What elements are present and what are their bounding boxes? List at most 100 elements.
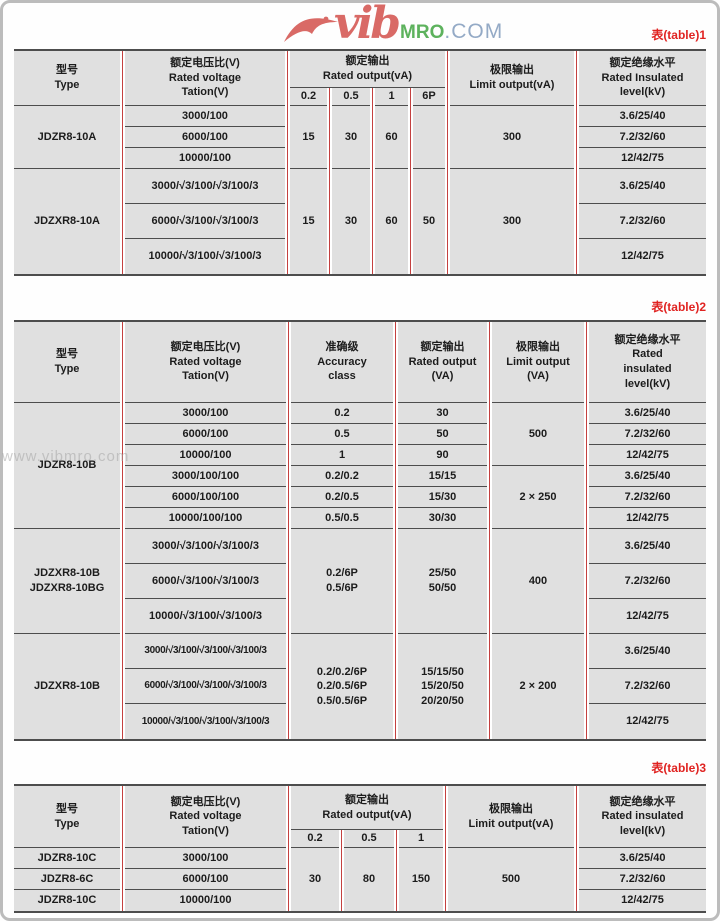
- logo-mro-text: MRO: [400, 22, 445, 43]
- table-cell: 3.6/25/40: [589, 529, 706, 564]
- column-separator-line: [120, 322, 125, 739]
- table-cell: 7.2/32/60: [589, 487, 706, 508]
- column-separator-line: [120, 51, 125, 274]
- type-cell: JDZXR8-10B JDZXR8-10BG: [14, 529, 120, 634]
- table-cell: 0.2/0.5: [291, 487, 393, 508]
- table-cell: 3000/√3/100/√3/100/√3/100/3: [125, 634, 286, 669]
- table-cell: 3.6/25/40: [589, 634, 706, 669]
- table-cell: 10000/√3/100/√3/100/3: [125, 239, 285, 274]
- type-cell: JDZR8-6C: [14, 869, 120, 890]
- column-separator-line: [574, 786, 579, 911]
- column-separator-line: [408, 51, 413, 274]
- table-cell: 3000/√3/100/√3/100/3: [125, 169, 285, 204]
- table-cell: 15/15/50 15/20/50 20/20/50: [398, 634, 487, 739]
- table-cell: 12/42/75: [589, 704, 706, 739]
- table-cell: 10000/100: [125, 445, 286, 466]
- column-separator-line: [445, 51, 450, 274]
- column-separator-line: [584, 322, 589, 739]
- logo-flourish-icon: [282, 12, 340, 51]
- col-header-output: 额定输出 Rated output(vA): [291, 786, 443, 830]
- type-cell: JDZXR8-10B: [14, 634, 120, 739]
- type-cell: JDZR8-10C: [14, 890, 120, 911]
- table2-caption: 表(table)2: [651, 300, 706, 314]
- table-cell: 15/15: [398, 466, 487, 487]
- side-watermark: www.vibmro.com: [2, 448, 130, 465]
- column-separator-line: [286, 322, 291, 739]
- table-cell: 400: [492, 529, 584, 634]
- table-cell: 7.2/32/60: [589, 424, 706, 445]
- table-cell: 0.2/6P 0.5/6P: [291, 529, 393, 634]
- table1-caption: 表(table)1: [651, 28, 706, 42]
- table-cell: 10000/100: [125, 890, 286, 911]
- col-header-output: 额定输出 Rated output (VA): [398, 322, 487, 403]
- table-cell: 30: [291, 848, 339, 911]
- table-cell: 6000/√3/100/√3/100/3: [125, 204, 285, 239]
- column-separator-line: [370, 51, 375, 274]
- table-cell: 50: [413, 169, 445, 274]
- table-cell: 6000/100: [125, 424, 286, 445]
- column-separator-line: [394, 786, 399, 911]
- table-cell: 0.2: [291, 403, 393, 424]
- table-cell: 150: [399, 848, 443, 911]
- table-cell: 30/30: [398, 508, 487, 529]
- table-2: 型号 Type 额定电压比(V) Rated voltage Tation(V)…: [14, 320, 706, 741]
- table-cell: 12/42/75: [579, 890, 706, 911]
- logo-com-text: .COM: [444, 20, 504, 43]
- table-cell: 25/50 50/50: [398, 529, 487, 634]
- col-header-insulation: 额定绝缘水平 Rated insulated level(kV): [589, 322, 706, 403]
- column-separator-line: [487, 322, 492, 739]
- page-content: 表(table)1 型号 Type 额定电压比(V) Rated voltage…: [14, 0, 706, 913]
- table-1: 型号 Type 额定电压比(V) Rated voltage Tation(V)…: [14, 49, 706, 276]
- output-class-header: 1: [375, 88, 408, 106]
- type-cell: JDZXR8-10A: [14, 169, 120, 274]
- table-cell: 7.2/32/60: [579, 869, 706, 890]
- table-cell: 10000/√3/100/√3/100/√3/100/3: [125, 704, 286, 739]
- table-cell: 0.5/0.5: [291, 508, 393, 529]
- table-cell: 15/30: [398, 487, 487, 508]
- output-class-header: 0.2: [290, 88, 327, 106]
- table-cell: 30: [398, 403, 487, 424]
- column-separator-line: [286, 786, 291, 911]
- table-cell: 3.6/25/40: [579, 169, 706, 204]
- table-cell: 12/42/75: [579, 239, 706, 274]
- table-cell: 7.2/32/60: [579, 204, 706, 239]
- table-cell: 15: [290, 169, 327, 274]
- table-cell: 2 × 250: [492, 466, 584, 529]
- col-header-output: 额定输出 Rated output(vA): [290, 51, 445, 88]
- table-cell: 6000/100/100: [125, 487, 286, 508]
- output-class-header: 0.5: [344, 830, 394, 848]
- output-class-header: 6P: [413, 88, 445, 106]
- table-cell: 30: [332, 106, 370, 169]
- col-header-limit: 极限输出 Limit output(vA): [448, 786, 574, 848]
- table-cell: 90: [398, 445, 487, 466]
- table-cell: 7.2/32/60: [589, 564, 706, 599]
- table-cell: 60: [375, 106, 408, 169]
- type-cell: JDZR8-10C: [14, 848, 120, 869]
- table-cell: 30: [332, 169, 370, 274]
- table-3: 型号 Type 额定电压比(V) Rated voltage Tation(V)…: [14, 784, 706, 913]
- col-header-type: 型号 Type: [14, 786, 120, 848]
- output-class-header: 0.2: [291, 830, 339, 848]
- col-header-voltage: 额定电压比(V) Rated voltage Tation(V): [125, 786, 286, 848]
- table-cell: 10000/100: [125, 148, 285, 169]
- table-cell: 2 × 200: [492, 634, 584, 739]
- output-class-header: 0.5: [332, 88, 370, 106]
- type-cell: JDZR8-10B: [14, 403, 120, 529]
- table-cell: 15: [290, 106, 327, 169]
- column-separator-line: [339, 786, 344, 911]
- type-cell: JDZR8-10A: [14, 106, 120, 169]
- table-cell: 12/42/75: [579, 148, 706, 169]
- table-cell: 6000/100: [125, 127, 285, 148]
- col-header-limit: 极限输出 Limit output(vA): [450, 51, 574, 106]
- column-separator-line: [120, 786, 125, 911]
- table-cell: 300: [450, 106, 574, 169]
- column-separator-line: [574, 51, 579, 274]
- table-cell: 50: [398, 424, 487, 445]
- table-cell: 3.6/25/40: [589, 466, 706, 487]
- table-cell: 12/42/75: [589, 445, 706, 466]
- table-cell: 300: [450, 169, 574, 274]
- table-cell: 10000/100/100: [125, 508, 286, 529]
- col-header-limit: 极限输出 Limit output (VA): [492, 322, 584, 403]
- table-cell: 3000/100/100: [125, 466, 286, 487]
